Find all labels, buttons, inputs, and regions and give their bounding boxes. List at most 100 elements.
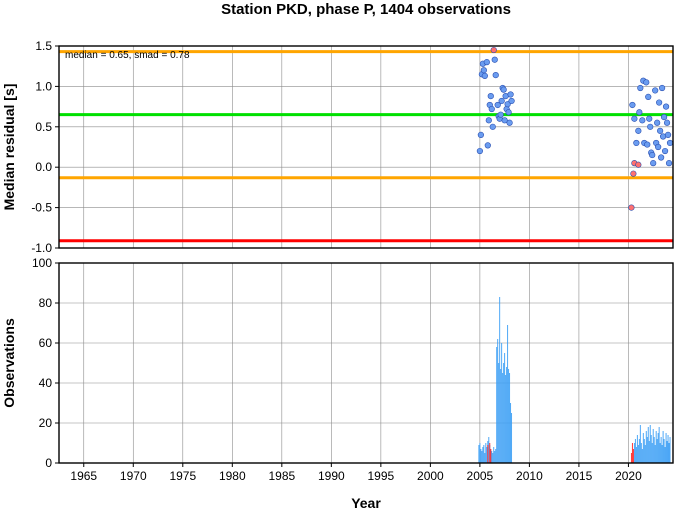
top-y-tick-labels: 1.5 1.0 0.5 0.0 -0.5 -1.0 (31, 39, 59, 255)
histogram-bar (649, 425, 651, 463)
histogram-bar (656, 439, 658, 463)
histogram-bar (641, 449, 643, 463)
top-reference-lines (59, 50, 673, 243)
x-tick-label: 1985 (268, 469, 295, 483)
bottom-y-tick-label: 20 (39, 416, 53, 430)
histogram-bar (504, 353, 506, 463)
scatter-point (630, 170, 637, 177)
x-tick-label: 2015 (566, 469, 593, 483)
scatter-point (480, 67, 487, 74)
bottom-plot-frame (58, 262, 674, 464)
top-y-tick-label: -0.5 (31, 201, 52, 215)
histogram-bar (631, 443, 633, 463)
top-y-tick-label: 1.0 (35, 79, 52, 93)
top-scatter-points (476, 46, 674, 211)
scatter-point (481, 72, 488, 79)
scatter-point (492, 71, 499, 79)
scatter-point (629, 101, 636, 109)
scatter-point (631, 115, 638, 122)
histogram-bar (479, 443, 481, 463)
x-tick-label: 2010 (516, 469, 543, 483)
histogram-bar (496, 347, 498, 463)
x-tick-label: 1990 (318, 469, 345, 483)
stats-annotation: median = 0.65, smad = 0.78 (65, 50, 190, 61)
scatter-point (500, 86, 507, 93)
histogram-bar (499, 297, 501, 463)
scatter-point (650, 160, 657, 167)
scatter-point (662, 103, 670, 110)
scatter-point (504, 101, 511, 108)
scatter-point (657, 127, 664, 134)
histogram-bar (638, 439, 640, 463)
bottom-panel: 100 80 60 40 20 0 1965 1970 1975 1980 1985 1990 199… (1, 256, 674, 511)
histogram-bar (644, 445, 646, 463)
histogram-bar (498, 363, 500, 463)
histogram-bar (646, 437, 648, 463)
scatter-point (637, 84, 644, 92)
histogram-bar (666, 441, 668, 463)
histogram-bar (490, 449, 492, 463)
scatter-point (664, 131, 672, 138)
histogram-bar (501, 343, 503, 463)
scatter-point (665, 160, 673, 167)
histogram-bar (500, 369, 502, 463)
histogram-bar (669, 437, 671, 463)
histogram-bar (637, 445, 639, 463)
histogram-bar (495, 449, 497, 463)
histogram-bar (647, 427, 649, 463)
histogram-bar (481, 451, 483, 463)
histogram-bar (497, 339, 499, 463)
scatter-point (635, 127, 642, 134)
scatter-point (649, 151, 656, 159)
histogram-bar (663, 439, 665, 463)
bottom-y-tick-label: 60 (39, 336, 53, 350)
histogram-bar (503, 363, 505, 463)
x-tick-label: 1995 (368, 469, 395, 483)
x-tick-label: 1980 (219, 469, 246, 483)
scatter-point (494, 101, 501, 109)
scatter-point (635, 161, 642, 168)
histogram-bar (505, 375, 507, 463)
bottom-grid (59, 262, 673, 464)
scatter-point (476, 147, 483, 155)
scatter-point (489, 123, 496, 130)
histogram-bar (643, 439, 645, 463)
histogram-bar (667, 435, 669, 463)
histogram-bar (510, 403, 512, 463)
scatter-point (645, 93, 652, 101)
scatter-point (628, 204, 635, 211)
histogram-bar (508, 369, 510, 463)
histogram-bar (654, 445, 656, 463)
histogram-bar (659, 443, 661, 463)
scatter-point (646, 115, 653, 122)
scatter-point (501, 117, 508, 124)
scatter-point (497, 111, 504, 118)
histogram-bar (662, 431, 664, 463)
histogram-bar (639, 425, 641, 463)
scatter-point (484, 142, 491, 149)
histogram-bar (650, 435, 652, 463)
chart-title: Station PKD, phase P, 1404 observations (221, 1, 511, 18)
scatter-point (659, 84, 666, 92)
histogram-bar (658, 427, 660, 463)
x-tick-label: 1970 (120, 469, 147, 483)
histogram-bar (511, 413, 513, 463)
scatter-point (488, 105, 495, 113)
scatter-point (491, 56, 498, 63)
scatter-point (487, 92, 494, 100)
histogram-bar (640, 443, 642, 463)
scatter-point (633, 139, 640, 147)
histogram-bar (493, 447, 495, 463)
histogram-bar (648, 441, 650, 463)
scatter-point (663, 119, 671, 126)
histogram-bar (668, 443, 670, 463)
top-panel: 1.5 1.0 0.5 0.0 -0.5 -1.0 median = 0.65, smad… (1, 39, 674, 255)
histogram-bar (482, 447, 484, 463)
histogram-bar (486, 447, 488, 463)
scatter-point (643, 79, 650, 86)
histogram-bar (653, 437, 655, 463)
histogram-bar (509, 373, 511, 463)
histogram-bar (651, 443, 653, 463)
scatter-point (656, 99, 663, 106)
